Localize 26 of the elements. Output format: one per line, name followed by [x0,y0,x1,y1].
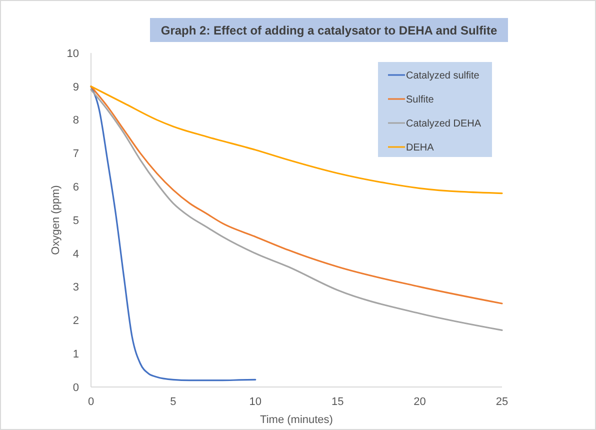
y-tick-label: 5 [72,214,79,227]
y-tick-label: 0 [72,382,79,394]
line-series [90,86,256,382]
legend-label: DEHA [406,142,434,154]
x-tick-label: 0 [88,396,94,408]
y-tick-label: 4 [72,248,79,260]
y-axis-title: Oxygen (ppm) [50,185,62,255]
y-tick-label: 10 [66,48,79,60]
legend-label: Sulfite [406,94,434,106]
y-tick-label: 1 [72,348,79,360]
x-tick-label: 25 [496,396,508,408]
x-tick-label: 15 [331,396,344,408]
y-tick-label: 7 [72,148,79,160]
y-tick-label: 2 [72,315,79,328]
chart-title: Graph 2: Effect of adding a catalysator to DEHA and Sulfite [160,24,498,38]
x-tick-label: 5 [170,396,176,408]
y-tick-label: 9 [72,81,79,94]
legend-label: Catalyzed sulfite [406,70,480,82]
y-tick-label: 8 [72,114,79,127]
legend-label: Catalyzed DEHA [406,118,482,130]
y-tick-label: 6 [72,181,79,194]
x-tick-label: 10 [249,396,262,408]
x-axis-title: Time (minutes) [260,414,333,426]
x-tick-label: 20 [414,396,426,408]
line-series [90,86,503,194]
y-tick-label: 3 [72,282,79,294]
